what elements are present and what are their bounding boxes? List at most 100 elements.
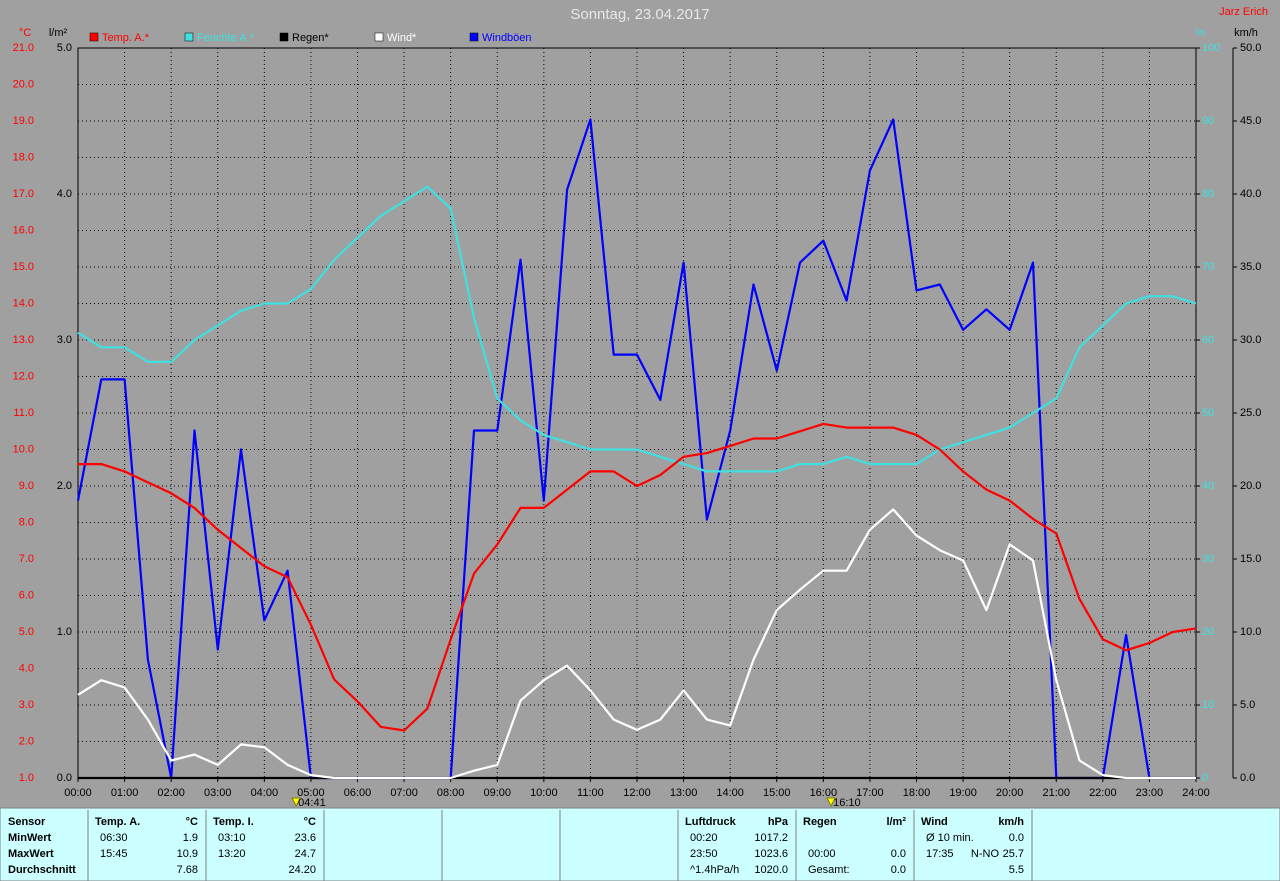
cell-label: 17:35 [926,848,954,860]
series-line [78,422,1197,732]
y-tick-label: 1.0 [57,626,72,638]
legend-label: Wind* [387,32,417,44]
legend-label: Regen* [292,32,329,44]
cell-label: 00:20 [690,832,718,844]
cell-value: 1.9 [183,832,198,844]
cell-value: 1017.2 [754,832,788,844]
y-tick-label: 6.0 [19,589,34,601]
cell-label: Gesamt: [808,864,850,876]
legend-swatch [374,32,384,42]
cell-value: 24.20 [288,864,316,876]
y-tick-label: 100 [1202,42,1220,54]
y-tick-label: 40.0 [1240,188,1261,200]
row-label: MinWert [8,832,52,844]
chart-title: Sonntag, 23.04.2017 [570,6,709,23]
x-tick-label: 04:00 [251,787,279,799]
y-tick-label: 40 [1202,480,1214,492]
row-label: Durchschnitt [8,864,76,876]
cell-value: 23.6 [295,832,316,844]
y-tick-label: 4.0 [19,662,34,674]
legend-label: Windböen [482,32,532,44]
series-line [77,508,1196,780]
x-tick-label: 12:00 [623,787,651,799]
series-line [76,118,1196,780]
cell-value: 0.0 [1009,832,1024,844]
y-tick-label: 4.0 [57,188,72,200]
cell-value: 0.0 [891,864,906,876]
x-tick-label: 13:00 [670,787,698,799]
y-tick-label: 10.0 [1240,626,1261,638]
block-header: Regen [803,816,837,828]
legend-swatch [279,32,289,42]
x-tick-label: 14:00 [716,787,744,799]
legend-label: Feuchte A.* [197,32,255,44]
y-tick-label: 3.0 [19,699,34,711]
y-tick-label: 8.0 [19,516,34,528]
x-tick-label: 06:00 [344,787,372,799]
x-tick-label: 20:00 [996,787,1024,799]
x-tick-label: 17:00 [856,787,884,799]
y-tick-label: 18.0 [13,151,34,163]
cell-value: 1023.6 [754,848,788,860]
cell-label: 00:00 [808,848,836,860]
block-unit: hPa [768,816,789,828]
x-tick-label: 18:00 [903,787,931,799]
y-tick-label: 5.0 [57,42,72,54]
x-tick-label: 11:00 [577,787,604,799]
x-tick-label: 19:00 [949,787,977,799]
axis-unit: % [1195,27,1205,39]
y-tick-label: 10.0 [13,443,34,455]
block-header: Luftdruck [685,816,737,828]
block-header: Temp. A. [95,816,140,828]
series-line [77,185,1197,473]
y-tick-label: 45.0 [1240,115,1261,127]
cell-label: N-NO [971,848,1000,860]
cell-label: Ø 10 min. [926,832,974,844]
x-tick-label: 01:00 [111,787,139,799]
x-tick-label: 08:00 [437,787,465,799]
annotation-label: 04:41 [298,797,326,809]
y-tick-label: 9.0 [19,480,34,492]
y-tick-label: 60 [1202,334,1214,346]
row-header: Sensor [8,816,46,828]
cell-label: 03:10 [218,832,246,844]
y-tick-label: 30.0 [1240,334,1261,346]
block-unit: l/m² [886,816,906,828]
cell-value: 25.7 [1003,848,1024,860]
annotation-marker [826,797,836,808]
x-tick-label: 09:00 [483,787,511,799]
y-tick-label: 11.0 [13,407,34,419]
block-unit: °C [186,816,198,828]
x-tick-label: 22:00 [1089,787,1117,799]
y-tick-label: 35.0 [1240,261,1261,273]
y-tick-label: 10 [1202,699,1214,711]
block-header: Temp. I. [213,816,254,828]
x-tick-label: 21:00 [1042,787,1070,799]
y-tick-label: 30 [1202,553,1214,565]
cell-value: 0.0 [891,848,906,860]
legend-label: Temp. A.* [102,32,150,44]
x-tick-label: 15:00 [763,787,791,799]
y-tick-label: 50 [1202,407,1214,419]
y-tick-label: 16.0 [13,224,34,236]
x-tick-label: 16:00 [810,787,838,799]
axis-unit: l/m² [49,27,68,39]
cell-value: 1020.0 [754,864,788,876]
y-tick-label: 70 [1202,261,1214,273]
y-tick-label: 20.0 [1240,480,1261,492]
y-tick-label: 90 [1202,115,1214,127]
y-tick-label: 15.0 [13,261,34,273]
y-tick-label: 5.0 [19,626,34,638]
y-tick-label: 50.0 [1240,42,1261,54]
y-tick-label: 25.0 [1240,407,1261,419]
y-tick-label: 14.0 [13,297,34,309]
x-tick-label: 24:00 [1182,787,1210,799]
cell-label: 15:45 [100,848,128,860]
stats-table: Sensor MinWert MaxWert Durchschnitt Temp. A.… [8,810,1033,881]
y-tick-label: 13.0 [13,334,34,346]
y-tick-label: 3.0 [57,334,72,346]
annotation-label: 16:10 [833,797,861,809]
x-tick-label: 00:00 [64,787,92,799]
y-tick-label: 0 [1202,772,1208,784]
